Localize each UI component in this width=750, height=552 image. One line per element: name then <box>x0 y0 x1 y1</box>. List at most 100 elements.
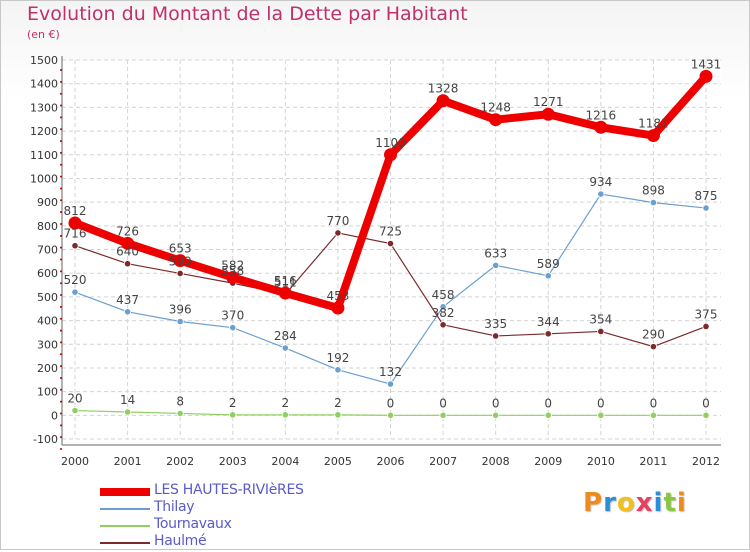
data-point <box>331 301 345 315</box>
y-axis-tick <box>60 436 62 439</box>
legend-label: Haulmé <box>154 533 207 549</box>
y-axis-tick <box>60 140 62 143</box>
data-label: 1248 <box>480 101 511 115</box>
y-tick-label: 1000 <box>30 172 58 185</box>
x-tick-label: 2005 <box>324 455 352 468</box>
data-label: 511 <box>274 275 297 289</box>
data-point <box>649 198 658 207</box>
legend-label: Thilay <box>154 499 195 515</box>
y-axis-tick <box>60 187 62 190</box>
data-point <box>68 216 82 230</box>
data-label: 370 <box>221 309 244 323</box>
y-axis-tick <box>60 163 62 166</box>
x-tick-label: 2004 <box>271 455 299 468</box>
logo-letter: i <box>653 488 664 518</box>
y-axis-tick <box>60 222 62 225</box>
data-label: 640 <box>116 245 139 259</box>
data-point <box>229 324 237 332</box>
legend-swatch <box>100 488 150 496</box>
x-tick-label: 2000 <box>61 455 89 468</box>
data-label: 582 <box>221 258 244 272</box>
y-axis-tick <box>60 424 62 427</box>
data-point <box>702 411 710 419</box>
chart-subtitle: (en €) <box>27 28 60 41</box>
data-label: 0 <box>650 396 658 410</box>
y-tick-label: 200 <box>37 362 58 375</box>
y-axis-tick <box>60 412 62 415</box>
y-axis-tick <box>60 305 62 308</box>
data-label: 0 <box>387 396 395 410</box>
legend-label: Tournavaux <box>154 516 232 532</box>
data-point <box>281 344 289 352</box>
data-label: 599 <box>169 254 192 268</box>
data-point <box>384 148 397 162</box>
logo-letter: P <box>583 488 604 518</box>
y-axis-tick <box>60 270 62 273</box>
data-point <box>646 129 660 143</box>
data-label: 290 <box>642 328 665 342</box>
data-point <box>386 411 395 419</box>
data-point <box>649 411 658 419</box>
data-label: 516 <box>274 274 297 288</box>
y-axis-tick <box>60 69 62 71</box>
data-label: 1328 <box>428 82 459 96</box>
data-label: 458 <box>432 288 455 302</box>
data-point <box>176 409 184 418</box>
data-label: 14 <box>120 393 135 407</box>
data-point <box>492 332 500 340</box>
data-label: 20 <box>67 392 82 406</box>
data-point <box>334 411 342 419</box>
data-point <box>439 303 447 311</box>
x-tick-label: 2008 <box>482 455 510 468</box>
logo-letter: x <box>635 488 654 518</box>
data-point <box>702 322 710 331</box>
data-point <box>702 204 710 212</box>
data-point <box>281 411 289 419</box>
data-label: 2 <box>282 396 290 410</box>
y-tick-label: 1400 <box>30 78 58 91</box>
data-label: 8 <box>176 394 184 408</box>
data-point <box>492 261 500 269</box>
data-label: 726 <box>116 224 139 238</box>
y-axis-tick <box>60 211 62 214</box>
legend-swatch <box>100 508 150 510</box>
data-point <box>123 408 132 416</box>
data-point <box>597 411 605 419</box>
series-3 <box>71 229 710 351</box>
x-tick-label: 2011 <box>639 455 667 468</box>
y-axis-tick <box>60 128 62 131</box>
y-axis-tick <box>60 282 62 285</box>
y-tick-label: 1100 <box>30 149 58 162</box>
logo-letter: r <box>603 488 617 518</box>
series-1 <box>71 190 710 388</box>
data-label: 0 <box>702 396 710 410</box>
y-tick-label: 1500 <box>30 54 58 67</box>
data-point <box>176 317 184 326</box>
data-label: 132 <box>379 365 402 379</box>
y-tick-label: 400 <box>37 315 58 328</box>
logo-letter: t <box>663 488 677 518</box>
logo-letter: i <box>676 488 687 518</box>
data-label: 875 <box>695 189 718 203</box>
series-0 <box>68 69 713 315</box>
data-label: 0 <box>492 396 500 410</box>
data-point <box>229 411 237 419</box>
y-axis-tick <box>60 199 62 202</box>
data-label: 1431 <box>691 57 722 71</box>
data-point <box>176 269 184 278</box>
data-label: 284 <box>274 329 297 343</box>
x-tick-label: 2001 <box>114 455 142 468</box>
data-point <box>439 411 447 419</box>
y-axis-tick <box>60 151 62 154</box>
y-tick-label: 100 <box>37 386 58 399</box>
y-tick-label: 700 <box>37 244 58 257</box>
data-label: 0 <box>597 396 605 410</box>
data-label: 520 <box>64 273 87 287</box>
y-axis-tick <box>60 80 62 83</box>
data-label: 725 <box>379 225 402 239</box>
data-label: 653 <box>169 242 192 256</box>
y-tick-label: -100 <box>33 433 58 446</box>
y-axis-tick <box>60 388 62 391</box>
legend-label: LES HAUTES-RIVIèRES <box>154 482 304 498</box>
data-point <box>71 288 79 296</box>
